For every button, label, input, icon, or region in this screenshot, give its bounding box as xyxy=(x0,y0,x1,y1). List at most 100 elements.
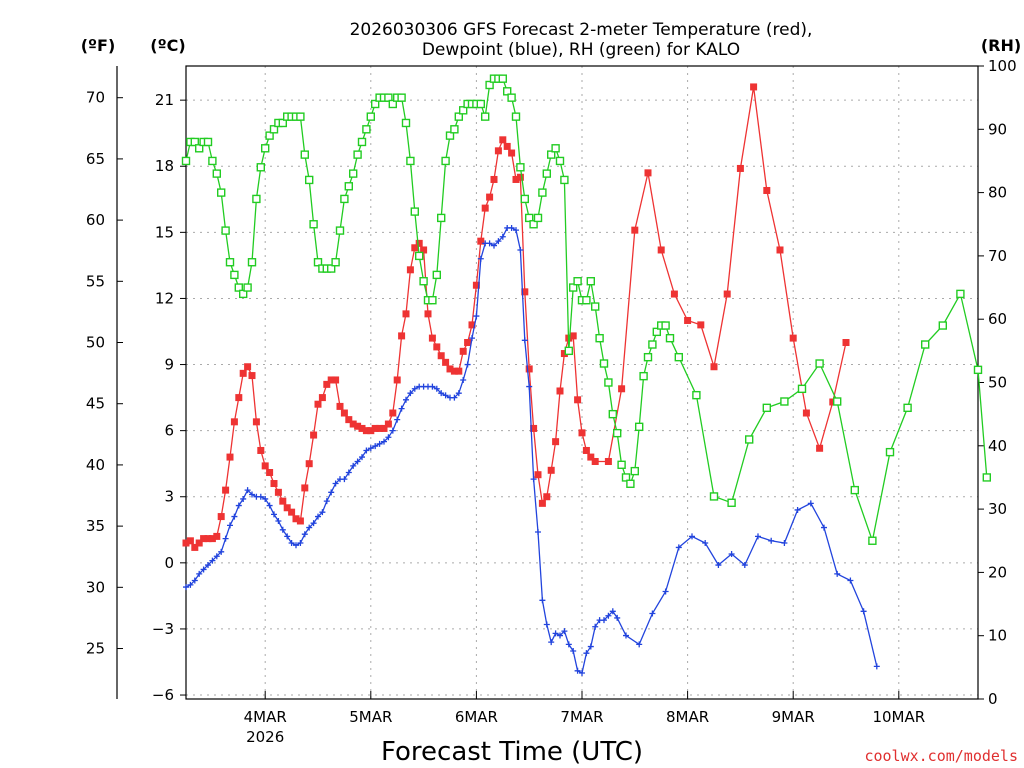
dewpoint-point xyxy=(350,462,357,469)
temperature-point xyxy=(257,446,265,454)
rh-point xyxy=(212,169,222,178)
rh-point xyxy=(674,352,683,362)
rh-tick-label: 100 xyxy=(988,57,1017,75)
dewpoint-point xyxy=(301,531,308,538)
temperature-point xyxy=(204,535,212,543)
time-tick-label: 7MAR xyxy=(560,708,603,726)
rh-point xyxy=(225,258,235,267)
time-tick-sublabel: 2026 xyxy=(246,728,284,746)
dewpoint-point xyxy=(328,489,335,496)
dewpoint-point xyxy=(499,233,506,240)
temperature-point xyxy=(569,332,577,340)
rh-point xyxy=(621,473,631,482)
temperature-point xyxy=(521,288,529,296)
rh-point xyxy=(234,283,244,292)
celsius-tick-label: 18 xyxy=(155,157,174,175)
dewpoint-point xyxy=(262,495,269,502)
rh-point xyxy=(613,428,622,438)
temperature-point xyxy=(244,363,252,371)
rh-point xyxy=(665,333,675,343)
dewpoint-point xyxy=(460,376,467,383)
temperature-point xyxy=(670,290,678,298)
rh-point xyxy=(533,213,543,223)
temperature-point xyxy=(186,537,194,545)
temperature-point xyxy=(543,493,551,501)
temperature-point xyxy=(349,420,357,428)
temperature-point xyxy=(631,226,639,234)
rh-point xyxy=(305,175,314,185)
rh-point xyxy=(630,466,639,476)
rh-point xyxy=(652,327,661,337)
rh-point xyxy=(454,112,463,121)
dewpoint-point xyxy=(227,522,233,529)
rh-point xyxy=(569,283,578,292)
rh-point xyxy=(727,498,736,507)
celsius-tick-label: 21 xyxy=(155,91,174,109)
dewpoint-point xyxy=(315,513,321,520)
rh-point xyxy=(353,150,362,159)
fahrenheit-tick-label: 55 xyxy=(86,272,105,290)
temperature-point xyxy=(512,175,520,183)
dewpoint-point xyxy=(583,650,590,657)
temperature-point xyxy=(490,175,498,183)
rh-unit-label: (RH) xyxy=(981,36,1021,55)
temperature-point xyxy=(301,484,309,492)
rh-point xyxy=(643,352,653,362)
temperature-point xyxy=(657,246,665,254)
temperature-point xyxy=(697,321,705,329)
rh-point xyxy=(415,251,424,261)
dewpoint-point xyxy=(411,385,418,392)
temperature-point xyxy=(560,350,568,358)
temperature-point xyxy=(191,543,199,551)
dewpoint-point xyxy=(398,405,405,412)
dewpoint-point xyxy=(526,383,533,390)
dewpoint-point xyxy=(592,623,599,630)
temperature-point xyxy=(710,363,718,371)
rh-point xyxy=(973,365,983,375)
series-line xyxy=(185,86,847,549)
dewpoint-point xyxy=(376,440,383,447)
celsius-tick-label: 9 xyxy=(164,356,174,374)
rh-point xyxy=(340,194,349,204)
temperature-point xyxy=(200,535,208,543)
rh-point xyxy=(582,296,591,305)
celsius-unit-label: (ºC) xyxy=(150,36,185,55)
rh-point xyxy=(243,283,252,292)
temperature-point xyxy=(380,424,388,432)
temperature-point xyxy=(723,290,731,298)
dewpoint-point xyxy=(847,577,854,584)
temperature-point xyxy=(459,347,467,355)
rh-point xyxy=(384,93,393,102)
dewpoint-point xyxy=(574,667,581,674)
temperature-point xyxy=(398,332,406,340)
dewpoint-point xyxy=(539,597,546,604)
rh-point xyxy=(608,409,617,419)
rh-point xyxy=(586,277,595,286)
temperature-point xyxy=(310,431,318,439)
rh-point xyxy=(357,137,367,147)
rh-point xyxy=(428,296,437,305)
rh-point xyxy=(366,112,375,121)
temperature-point xyxy=(279,497,287,505)
rh-point xyxy=(709,492,719,501)
temperature-point xyxy=(684,316,692,324)
rh-point xyxy=(639,371,648,381)
temperature-point xyxy=(582,446,590,454)
series-line xyxy=(185,227,878,674)
rh-point xyxy=(441,156,450,166)
rh-point xyxy=(252,194,261,204)
rh-point xyxy=(238,289,248,299)
dewpoint-point xyxy=(675,544,682,551)
fahrenheit-tick-label: 30 xyxy=(86,578,105,596)
dewpoint-point xyxy=(354,458,361,465)
temperature-point xyxy=(402,310,410,318)
dewpoint-point xyxy=(587,643,594,650)
temperature-point xyxy=(516,173,524,181)
dewpoint-point xyxy=(363,447,370,454)
rh-point xyxy=(247,258,257,267)
temperature-point xyxy=(274,488,282,496)
dewpoint-point xyxy=(570,647,577,654)
rh-point xyxy=(573,277,582,286)
dewpoint-point xyxy=(614,614,621,621)
